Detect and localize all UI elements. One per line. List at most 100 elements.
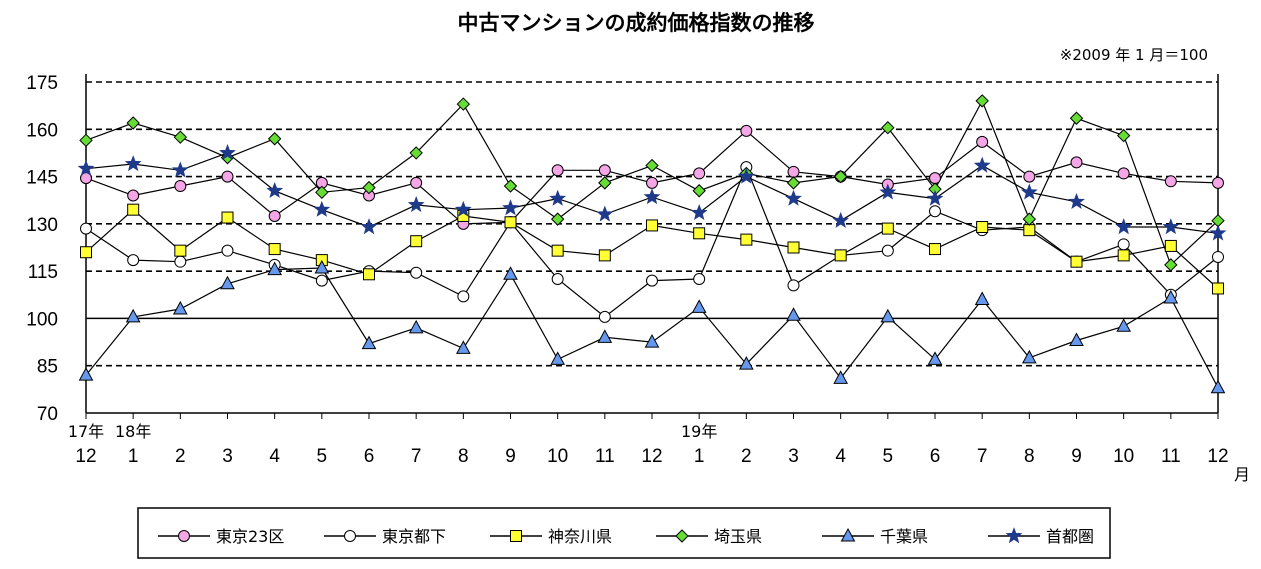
series-5-point-3 xyxy=(219,144,236,161)
series-2-point-0 xyxy=(80,246,92,259)
series-4-point-22 xyxy=(1116,318,1132,332)
series-4-point-0 xyxy=(78,367,94,381)
series-0-point-11 xyxy=(598,164,611,177)
series-1-point-11 xyxy=(598,310,611,323)
series-5-point-0 xyxy=(77,159,95,176)
series-3-point-15 xyxy=(786,176,801,190)
legend-label-5: 首都圏 xyxy=(1046,527,1094,546)
series-4-point-11 xyxy=(597,329,613,343)
series-1-point-24 xyxy=(1212,250,1224,263)
x-unit-label: 月 xyxy=(1234,465,1250,484)
series-5-point-12 xyxy=(643,188,661,205)
series-1-point-3 xyxy=(221,244,234,257)
x-tick-label-10: 10 xyxy=(547,446,568,467)
series-2-point-4 xyxy=(268,243,281,256)
x-tick-label-23: 11 xyxy=(1161,446,1181,467)
series-2-point-18 xyxy=(929,243,941,256)
series-4-point-12 xyxy=(644,334,660,348)
series-3-point-6 xyxy=(362,180,376,195)
series-2-point-21 xyxy=(1070,255,1083,268)
series-4-point-8 xyxy=(455,340,471,354)
series-2-point-20 xyxy=(1023,224,1036,237)
series-2-point-3 xyxy=(221,211,234,224)
year-label-2: 19年 xyxy=(681,422,717,441)
x-tick-label-1: 1 xyxy=(128,446,139,467)
x-tick-label-3: 3 xyxy=(222,446,233,467)
series-1-point-18 xyxy=(929,205,941,218)
series-4-point-14 xyxy=(738,356,754,370)
series-2-point-7 xyxy=(410,235,423,248)
series-5-point-15 xyxy=(785,189,802,206)
x-tick-label-5: 5 xyxy=(317,446,328,467)
y-tick-label-175: 175 xyxy=(26,73,58,94)
series-5-point-8 xyxy=(454,200,472,217)
series-1-point-22 xyxy=(1117,238,1130,251)
year-label-0: 17年 xyxy=(68,422,104,441)
series-5-point-5 xyxy=(313,200,331,217)
legend-marker-5 xyxy=(1005,527,1023,544)
base-note: ※2009 年 1 月＝100 xyxy=(1060,46,1208,64)
series-0-point-10 xyxy=(551,164,564,177)
series-1-point-1 xyxy=(127,254,140,267)
series-3-point-22 xyxy=(1116,128,1131,143)
series-4-point-4 xyxy=(267,261,283,276)
series-0-point-12 xyxy=(646,176,658,189)
legend-marker-4 xyxy=(840,527,856,542)
series-5-point-18 xyxy=(926,189,944,206)
series-4-point-3 xyxy=(220,275,235,290)
chart-title: 中古マンションの成約価格指数の推移 xyxy=(458,11,815,35)
series-3-point-0 xyxy=(79,133,93,148)
series-0-point-2 xyxy=(174,180,187,193)
series-5-point-9 xyxy=(502,199,519,216)
series-3-point-23 xyxy=(1164,258,1178,272)
series-2-point-12 xyxy=(646,219,658,232)
series-2-point-23 xyxy=(1164,239,1177,252)
series-3-point-20 xyxy=(1022,212,1037,226)
series-5-point-24 xyxy=(1209,224,1227,241)
series-0-point-13 xyxy=(693,167,706,180)
series-0-point-7 xyxy=(410,176,423,189)
x-tick-label-15: 3 xyxy=(788,446,799,467)
series-4-point-5 xyxy=(314,259,330,274)
x-tick-label-7: 7 xyxy=(411,446,422,467)
legend-label-1: 東京都下 xyxy=(382,527,446,546)
series-2-point-24 xyxy=(1212,282,1224,295)
series-1-point-0 xyxy=(80,222,92,235)
series-2-point-9 xyxy=(504,216,517,229)
series-1-point-7 xyxy=(410,266,423,279)
series-5-point-17 xyxy=(879,183,897,200)
series-5-point-2 xyxy=(171,161,189,178)
y-axis-ticks: 70 85 100 115 130 145 160 175 xyxy=(26,73,58,425)
series-4-point-10 xyxy=(550,351,566,365)
legend: 東京23区 東京都下 神奈川県 埼玉県 千葉県 首都圏 xyxy=(137,507,1111,559)
series-0-point-15 xyxy=(787,165,800,178)
legend-label-0: 東京23区 xyxy=(216,527,284,546)
series-5-point-14 xyxy=(737,167,755,184)
series-0-point-18 xyxy=(929,172,941,185)
series-0-point-21 xyxy=(1070,156,1083,169)
series-5-point-13 xyxy=(690,203,708,220)
legend-label-2: 神奈川県 xyxy=(548,527,612,546)
series-3-point-7 xyxy=(409,146,423,160)
series-2-point-14 xyxy=(740,233,753,246)
x-tick-label-22: 10 xyxy=(1113,446,1134,467)
x-tick-label-18: 6 xyxy=(930,446,941,467)
series-3-point-5 xyxy=(315,185,329,200)
series-2-point-15 xyxy=(787,241,800,254)
x-tick-label-11: 11 xyxy=(595,446,615,467)
series-4-point-24 xyxy=(1210,379,1226,394)
series-3-point-16 xyxy=(833,169,848,184)
series-2-point-17 xyxy=(881,222,894,235)
x-tick-label-6: 6 xyxy=(364,446,375,467)
series-0-point-4 xyxy=(268,209,281,222)
series-2-point-16 xyxy=(834,249,847,262)
series-1-point-15 xyxy=(787,279,800,292)
series-3-point-10 xyxy=(550,212,565,226)
series-3-point-21 xyxy=(1069,111,1084,125)
legend-marker-0 xyxy=(178,530,190,542)
year-label-1: 18年 xyxy=(115,422,151,441)
series-3-point-8 xyxy=(456,97,471,111)
legend-marker-3 xyxy=(675,529,689,543)
